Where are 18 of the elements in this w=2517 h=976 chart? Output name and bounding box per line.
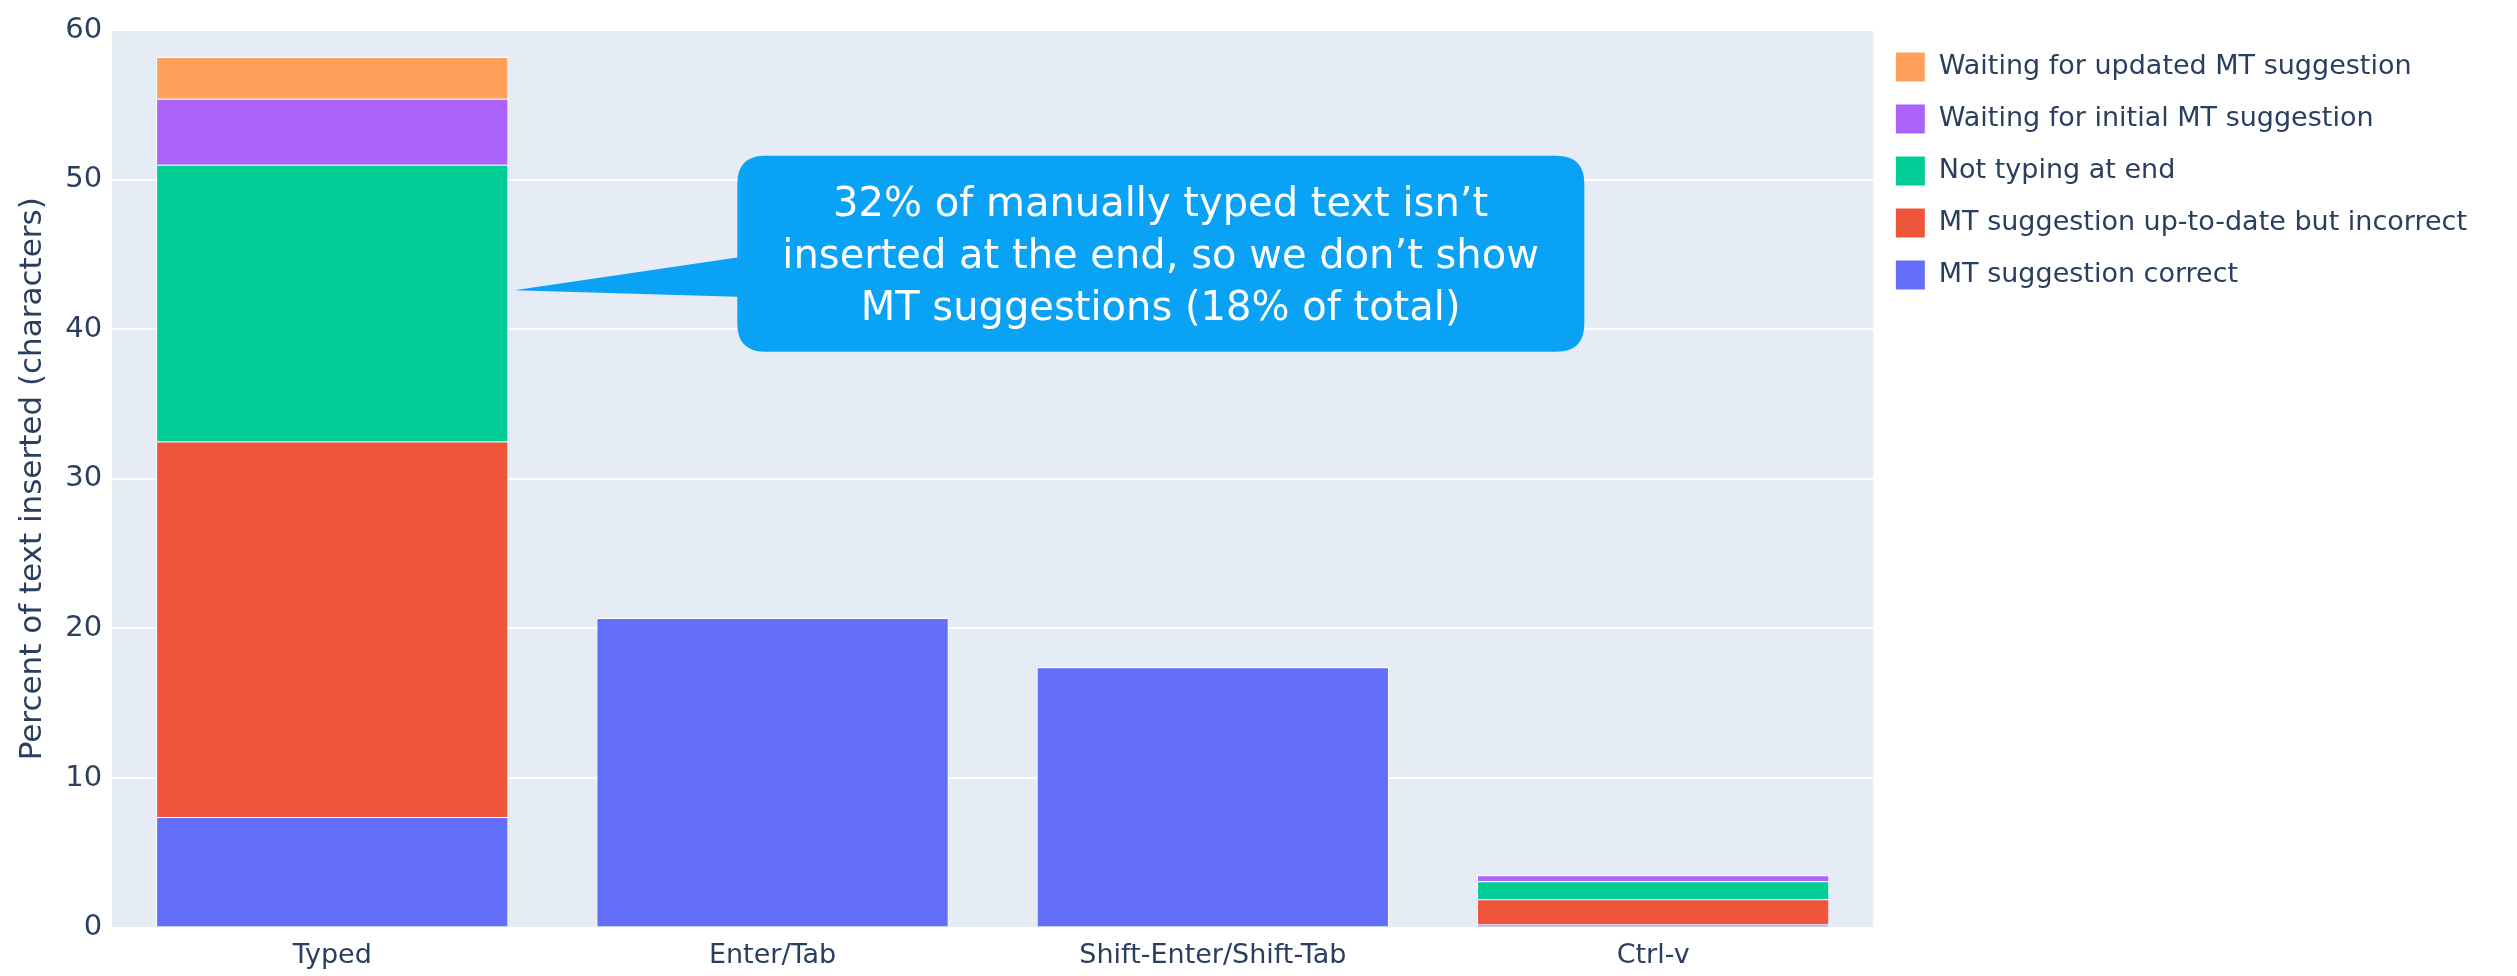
y-tick-label: 50: [65, 160, 103, 195]
y-tick-label: 20: [65, 608, 103, 643]
x-tick-label: Typed: [291, 937, 372, 969]
y-tick-label: 30: [65, 459, 103, 494]
legend-label: Not typing at end: [1938, 153, 2176, 185]
x-tick-label: Enter/Tab: [708, 937, 837, 969]
legend-label: Waiting for updated MT suggestion: [1938, 49, 2412, 81]
y-axis-title: Percent of text inserted (characters): [11, 197, 48, 761]
y-tick-label: 0: [83, 908, 103, 943]
x-tick-label: Ctrl-v: [1616, 937, 1690, 969]
x-tick-label: Shift-Enter/Shift-Tab: [1079, 937, 1347, 969]
y-tick-label: 10: [65, 758, 103, 793]
legend-label: MT suggestion up-to-date but incorrect: [1938, 205, 2467, 237]
annotation: 32% of manually typed text isn’t inserted at the end, so we don’t show MT suggestions (18% of total): [782, 177, 1539, 331]
legend-label: Waiting for initial MT suggestion: [1938, 101, 2374, 133]
y-tick-label: 40: [65, 309, 103, 344]
legend-label: MT suggestion correct: [1938, 257, 2239, 289]
y-tick-label: 60: [65, 10, 103, 45]
